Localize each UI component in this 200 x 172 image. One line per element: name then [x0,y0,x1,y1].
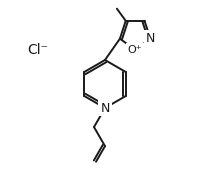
Text: N: N [100,101,110,115]
Text: O⁺: O⁺ [128,45,142,55]
Text: N: N [146,32,155,45]
Text: Cl⁻: Cl⁻ [28,43,49,57]
